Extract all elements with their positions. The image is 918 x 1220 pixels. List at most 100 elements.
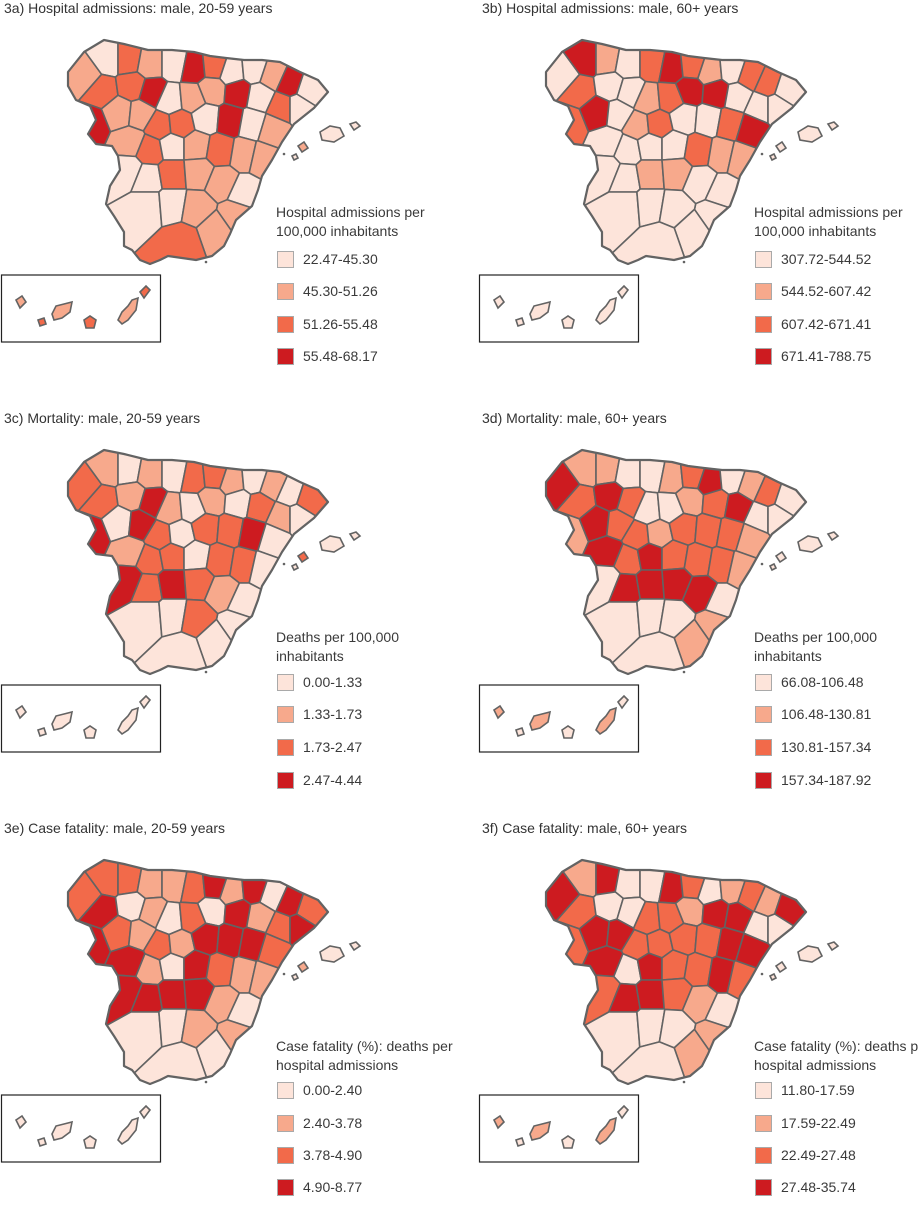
- map-dot: [282, 152, 286, 156]
- map-dot: [682, 670, 686, 674]
- legend-title-line: Case fatality (%): deaths per: [276, 1038, 453, 1054]
- island-region: [51, 300, 74, 321]
- legend-label: 4.90-8.77: [303, 1179, 363, 1195]
- canary-inset-frame: [478, 1094, 640, 1163]
- legend-label: 51.26-55.48: [303, 316, 378, 332]
- province-region: [636, 952, 663, 981]
- spain-map: [0, 858, 362, 1163]
- legend-title-line: inhabitants: [754, 648, 822, 664]
- spain-map: [0, 448, 362, 753]
- coastline: [66, 38, 330, 266]
- island-region: [296, 960, 310, 974]
- canary-inset-frame: [478, 684, 640, 753]
- island-region: [768, 562, 778, 572]
- island-region: [797, 125, 824, 143]
- island-region: [514, 726, 526, 738]
- island-region: [492, 294, 506, 310]
- map-dot: [760, 562, 764, 566]
- island-region: [561, 315, 575, 329]
- panel-title: 3c) Mortality: male, 20-59 years: [4, 410, 201, 426]
- canary-inset-frame: [0, 1094, 162, 1163]
- legend-title: Case fatality (%): deaths per hospital a…: [276, 1037, 456, 1075]
- island-region: [492, 1114, 506, 1130]
- panel-3c: 3c) Mortality: male, 20-59 years Deaths …: [0, 410, 459, 810]
- legend-swatch: [277, 1082, 294, 1099]
- panel-title: 3b) Hospital admissions: male, 60+ years: [482, 0, 739, 16]
- island-region: [616, 694, 630, 710]
- legend-title-line: 100,000 inhabitants: [276, 223, 399, 239]
- canary-inset-frame: [0, 274, 162, 343]
- canary-islands: [14, 284, 152, 329]
- legend-label: 66.08-106.48: [781, 674, 864, 690]
- map-dot: [760, 972, 764, 976]
- island-region: [529, 300, 552, 321]
- province-region: [158, 542, 185, 571]
- province-region: [157, 569, 187, 600]
- balearic-islands: [768, 941, 840, 982]
- panel-3a: 3a) Hospital admissions: male, 20-59 yea…: [0, 0, 459, 400]
- canary-islands: [492, 284, 630, 329]
- island-region: [290, 152, 300, 162]
- island-region: [296, 140, 310, 154]
- island-region: [117, 296, 140, 326]
- spain-map: [478, 448, 840, 753]
- island-region: [14, 1114, 28, 1130]
- legend-swatch: [277, 674, 294, 691]
- island-region: [117, 1116, 140, 1146]
- legend-swatch: [277, 1179, 294, 1196]
- legend-swatch: [755, 1179, 772, 1196]
- balearic-islands: [290, 531, 362, 572]
- province-region: [157, 159, 187, 190]
- province-region: [635, 979, 665, 1010]
- legend-title: Hospital admissions per 100,000 inhabita…: [276, 203, 456, 241]
- legend-label: 106.48-130.81: [781, 706, 872, 722]
- coastline: [66, 858, 330, 1086]
- legend-label: 157.34-187.92: [781, 772, 872, 788]
- legend-swatch: [755, 772, 772, 789]
- canary-islands: [492, 1104, 630, 1149]
- island-region: [514, 1136, 526, 1148]
- spain-map: [478, 858, 840, 1163]
- canary-islands: [14, 1104, 152, 1149]
- legend-label: 2.47-4.44: [303, 772, 363, 788]
- province-region: [636, 542, 663, 571]
- island-region: [768, 972, 778, 982]
- province-region: [635, 159, 665, 190]
- legend-swatch: [277, 772, 294, 789]
- island-region: [797, 945, 824, 963]
- province-region: [158, 132, 185, 161]
- balearic-islands: [290, 941, 362, 982]
- legend-swatch: [277, 1115, 294, 1132]
- panel-title: 3d) Mortality: male, 60+ years: [482, 410, 667, 426]
- panel-3e: 3e) Case fatality: male, 20-59 years Cas…: [0, 820, 459, 1220]
- island-region: [348, 941, 362, 952]
- island-region: [83, 725, 97, 739]
- island-region: [826, 121, 840, 132]
- legend-label: 2.40-3.78: [303, 1115, 363, 1131]
- legend-swatch: [277, 706, 294, 723]
- legend-label: 27.48-35.74: [781, 1179, 856, 1195]
- legend-title-line: Hospital admissions per: [754, 204, 903, 220]
- legend-label: 544.52-607.42: [781, 283, 872, 299]
- legend-title-line: Deaths per 100,000: [754, 629, 877, 645]
- island-region: [51, 1120, 74, 1141]
- island-region: [36, 726, 48, 738]
- province-region: [636, 132, 663, 161]
- legend-label: 130.81-157.34: [781, 739, 872, 755]
- legend-swatch: [755, 1115, 772, 1132]
- provinces-layer: [545, 39, 807, 265]
- island-region: [561, 1135, 575, 1149]
- legend-label: 671.41-788.75: [781, 348, 872, 364]
- island-region: [826, 531, 840, 542]
- legend-label: 0.00-1.33: [303, 674, 363, 690]
- map-dot: [282, 562, 286, 566]
- legend-title-line: hospital admissions: [754, 1057, 877, 1073]
- island-region: [492, 704, 506, 720]
- panel-3f: 3f) Case fatality: male, 60+ years Case …: [478, 820, 918, 1220]
- map-dot: [204, 260, 208, 264]
- legend-title-line: Hospital admissions per: [276, 204, 425, 220]
- island-region: [529, 1120, 552, 1141]
- spain-map: [478, 38, 840, 343]
- legend-label: 22.49-27.48: [781, 1147, 856, 1163]
- island-region: [514, 316, 526, 328]
